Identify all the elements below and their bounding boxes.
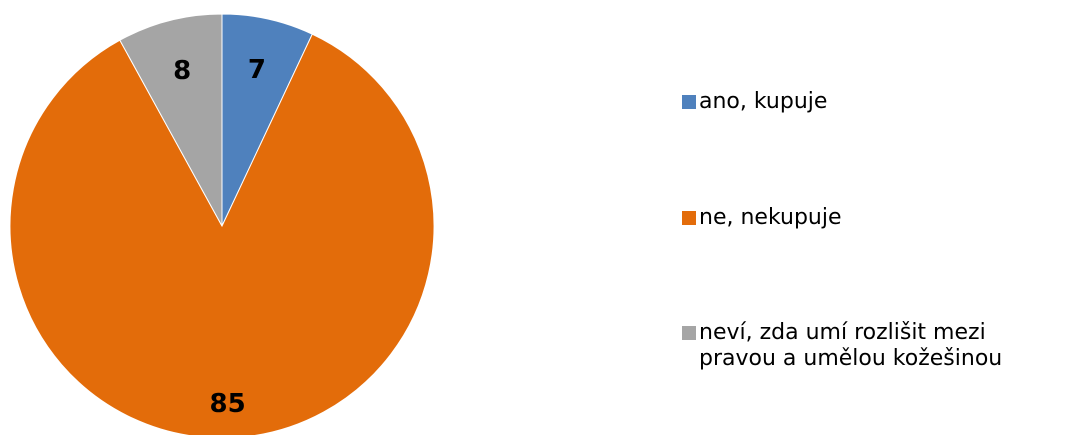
legend-label-nevi: neví, zda umí rozlišit mezi pravou a umě… [699, 320, 1003, 371]
data-label-ne-nekupuje: 85 [209, 389, 245, 419]
pie-slice-nevi [119, 13, 223, 227]
legend-item-ano-kupuje: ano, kupuje [682, 89, 827, 115]
pie-slices [9, 13, 435, 435]
legend: ano, kupuje ne, nekupuje neví, zda umí r… [682, 0, 1074, 435]
data-label-nevi: 8 [173, 56, 191, 86]
legend-swatch-nevi [682, 326, 696, 340]
legend-label-ano-kupuje: ano, kupuje [699, 89, 828, 114]
pie-slice-ne-nekupuje [9, 33, 435, 435]
legend-swatch-ano-kupuje [682, 95, 696, 109]
legend-label-ne-nekupuje: ne, nekupuje [699, 205, 842, 230]
legend-swatch-ne-nekupuje [682, 211, 696, 225]
legend-item-nevi: neví, zda umí rozlišit mezi pravou a umě… [682, 320, 1002, 372]
legend-item-ne-nekupuje: ne, nekupuje [682, 205, 842, 231]
pie-data-labels: 7 85 8 [173, 55, 266, 419]
data-label-ano-kupuje: 7 [248, 55, 266, 85]
